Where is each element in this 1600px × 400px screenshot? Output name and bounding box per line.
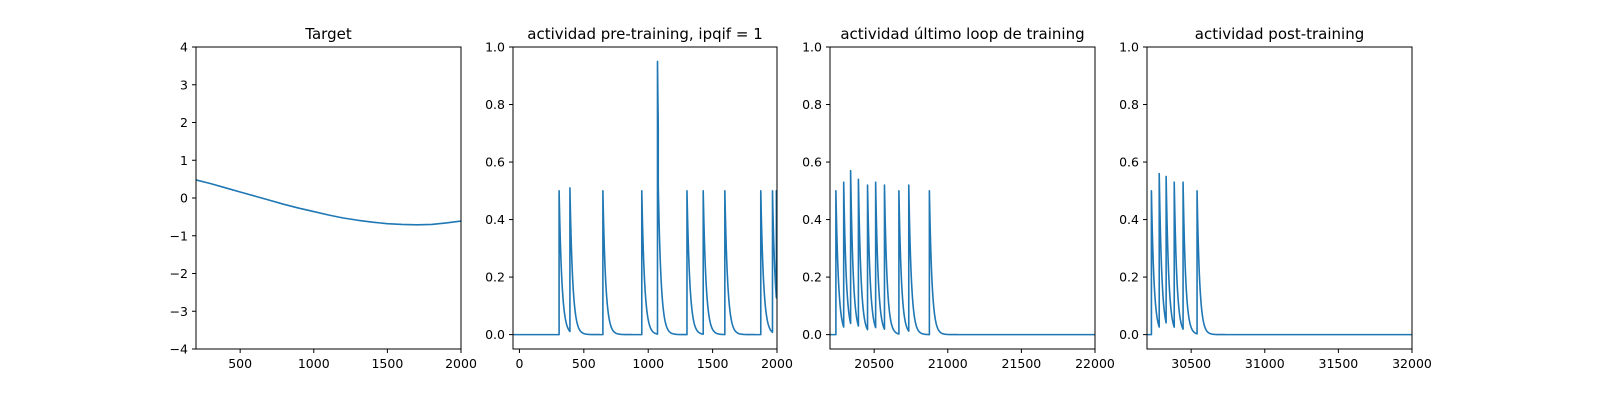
- y-tick-label: 0.0: [802, 327, 822, 342]
- y-tick-label: 1: [180, 153, 188, 168]
- y-tick-label: −1: [170, 228, 188, 243]
- x-tick-label: 500: [228, 356, 252, 371]
- y-tick-label: 0.4: [485, 212, 505, 227]
- subplot-2: actividad pre-training, ipqif = 1 0 500 100…: [485, 25, 793, 371]
- x-tick-label: 1000: [632, 356, 664, 371]
- x-tick-label: 32000: [1392, 356, 1432, 371]
- y-tick-label: 0: [180, 191, 188, 206]
- y-tick-label: 0.8: [1119, 97, 1139, 112]
- y-tick-label: 1.0: [1119, 40, 1139, 55]
- axes-frame: [829, 46, 1096, 350]
- x-tick-label: 2000: [445, 356, 477, 371]
- subplot-1: Target 500 1000 1500 2000 −4 −3 −2 −1 0 1 2 3 4: [170, 25, 477, 371]
- x-tick-label: 21000: [928, 356, 968, 371]
- y-tick-label: 0.8: [802, 97, 822, 112]
- y-tick-label: −3: [170, 304, 188, 319]
- x-tick-label: 1500: [371, 356, 403, 371]
- y-tick-label: 0.6: [802, 155, 822, 170]
- subplot-4: actividad post-training 30500 31000 31500 32…: [1119, 25, 1432, 371]
- y-tick-label: 0.0: [1119, 327, 1139, 342]
- y-tick-label: 0.6: [485, 155, 505, 170]
- y-tick-label: 0.6: [1119, 155, 1139, 170]
- subplot-3: actividad último loop de training 20500 21…: [802, 25, 1115, 371]
- x-tick-label: 31000: [1245, 356, 1285, 371]
- y-tick-label: 0.4: [802, 212, 822, 227]
- x-tick-label: 1000: [298, 356, 330, 371]
- x-tick-label: 20500: [854, 356, 894, 371]
- y-tick-label: 0.2: [485, 270, 505, 285]
- axes-frame: [195, 46, 462, 350]
- chart-title: Target: [304, 25, 352, 43]
- y-tick-label: 0.8: [485, 97, 505, 112]
- series-line: [1147, 172, 1412, 336]
- chart-title: actividad post-training: [1195, 25, 1364, 43]
- y-tick-label: 0.2: [1119, 270, 1139, 285]
- y-tick-label: 1.0: [802, 40, 822, 55]
- series-line: [196, 179, 461, 226]
- x-tick-label: 22000: [1075, 356, 1115, 371]
- x-tick-label: 0: [515, 356, 523, 371]
- x-tick-label: 1500: [697, 356, 729, 371]
- x-tick-label: 31500: [1319, 356, 1359, 371]
- series-line: [513, 60, 777, 336]
- y-tick-label: 0.0: [485, 327, 505, 342]
- axes-frame: [512, 46, 778, 350]
- chart-title: actividad último loop de training: [840, 25, 1084, 43]
- series-line: [830, 169, 1095, 336]
- y-tick-label: 2: [180, 115, 188, 130]
- y-tick-label: 0.4: [1119, 212, 1139, 227]
- y-tick-label: 0.2: [802, 270, 822, 285]
- y-tick-label: 4: [180, 40, 188, 55]
- x-tick-label: 21500: [1002, 356, 1042, 371]
- x-tick-label: 500: [572, 356, 596, 371]
- y-tick-label: −2: [170, 266, 188, 281]
- y-tick-label: −4: [170, 342, 188, 357]
- x-tick-label: 2000: [761, 356, 793, 371]
- axes-frame: [1146, 46, 1413, 350]
- y-tick-label: 1.0: [485, 40, 505, 55]
- y-tick-label: 3: [180, 77, 188, 92]
- x-tick-label: 30500: [1171, 356, 1211, 371]
- chart-title: actividad pre-training, ipqif = 1: [527, 25, 763, 43]
